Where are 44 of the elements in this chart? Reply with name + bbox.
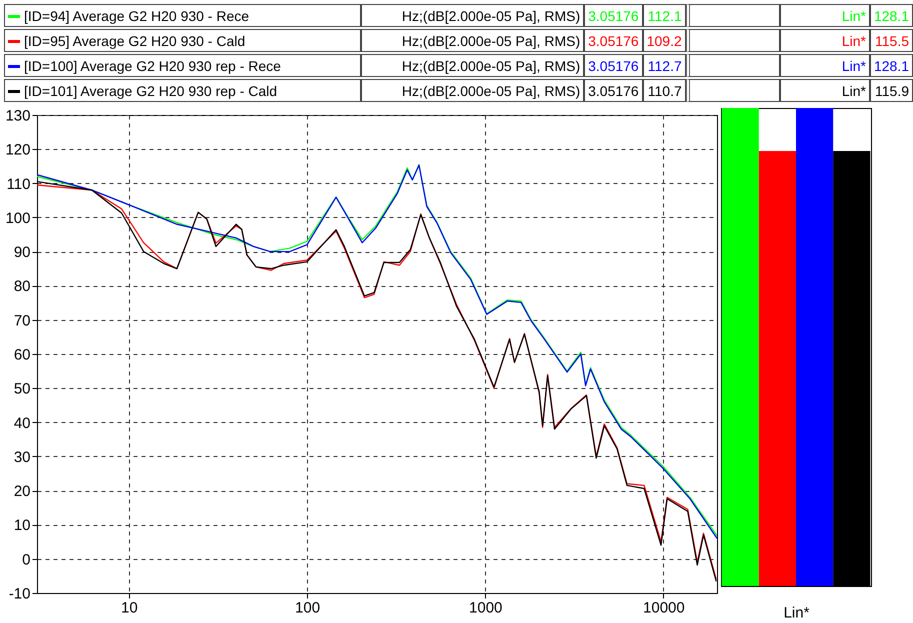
y-tick-label: 110 — [6, 176, 30, 193]
text: 109.2 — [642, 29, 686, 52]
text: 115.9 — [870, 79, 913, 102]
text: 3.05176 — [584, 79, 643, 102]
y-tick-label: 20 — [14, 483, 30, 500]
text: Lin* — [780, 29, 870, 52]
x-tick-label: 1000 — [469, 600, 502, 616]
text: 128.1 — [870, 54, 913, 77]
text: 112.1 — [642, 4, 686, 27]
text: 112.7 — [642, 54, 686, 77]
y-tick-label: 10 — [14, 517, 30, 534]
legend-label: [ID=94] Average G2 H20 930 - Rece — [4, 4, 362, 27]
x-axis-title: Lin* — [784, 604, 810, 622]
text: 115.5 — [870, 29, 913, 52]
text: 3.05176 — [584, 29, 643, 52]
x-tick-label: 10000 — [643, 600, 685, 616]
text: Lin* — [780, 4, 870, 27]
y-tick-label: 40 — [14, 414, 30, 432]
y-tick-label: 50 — [14, 380, 30, 398]
y-tick-label: -10 — [8, 586, 30, 602]
text: 110.7 — [642, 79, 686, 102]
legend-label: [ID=101] Average G2 H20 930 rep - Cald — [4, 79, 362, 102]
legend-label: [ID=100] Average G2 H20 930 rep - Rece — [4, 54, 362, 77]
legend-label: [ID=95] Average G2 H20 930 - Cald — [4, 29, 362, 52]
y-tick-label: 100 — [5, 210, 30, 227]
y-tick-label: 90 — [14, 244, 30, 262]
y-tick-label: 130 — [5, 108, 30, 124]
text: Hz;(dB[2.000e-05 Pa], RMS) — [361, 29, 584, 52]
text: 3.05176 — [584, 4, 643, 27]
y-tick-label: 60 — [14, 346, 30, 364]
x-tick-label: 100 — [295, 600, 320, 616]
y-tick-label: 120 — [5, 142, 30, 159]
text: Hz;(dB[2.000e-05 Pa], RMS) — [361, 4, 584, 27]
y-tick-label: 70 — [14, 312, 30, 330]
text: Hz;(dB[2.000e-05 Pa], RMS) — [361, 54, 584, 77]
text: Lin* — [780, 79, 870, 102]
text: Lin* — [780, 54, 870, 77]
text: 128.1 — [870, 4, 913, 27]
x-tick-label: 10 — [121, 600, 138, 616]
y-tick-label: 80 — [14, 278, 30, 296]
y-tick-label: 30 — [14, 448, 30, 466]
text: Hz;(dB[2.000e-05 Pa], RMS) — [361, 79, 584, 102]
text: 3.05176 — [584, 54, 643, 77]
y-tick-label: 0 — [22, 551, 30, 568]
